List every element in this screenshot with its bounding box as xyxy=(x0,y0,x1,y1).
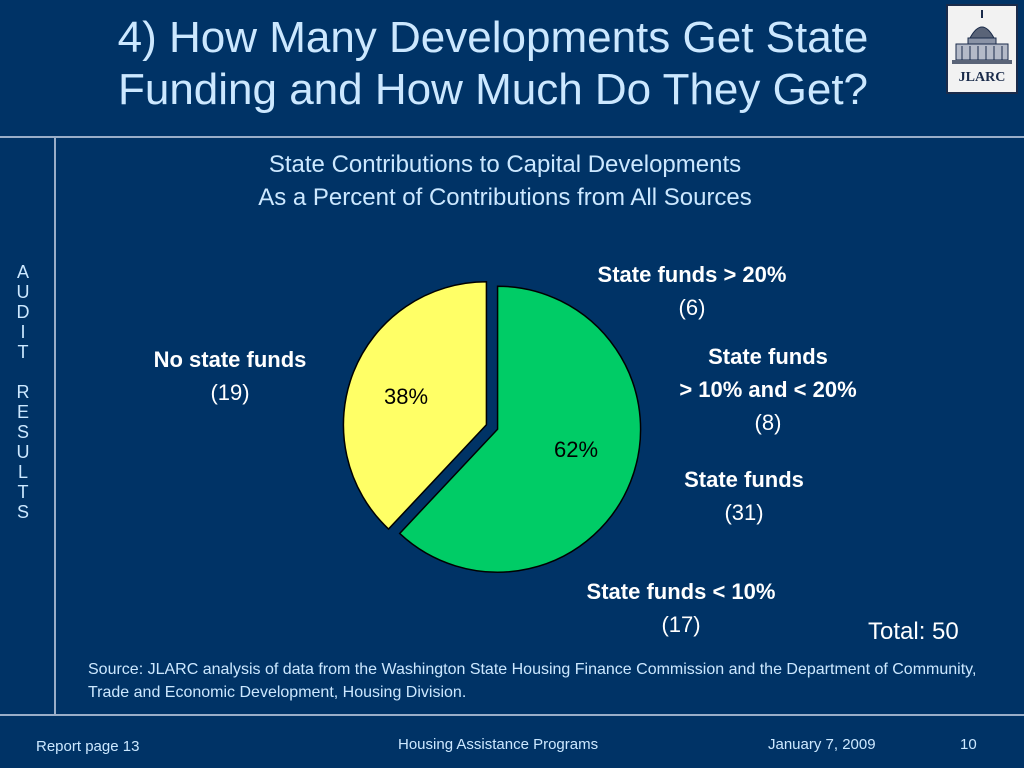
total-label: Total: 50 xyxy=(868,618,959,645)
side-letter: D xyxy=(16,302,30,322)
source-note: Source: JLARC analysis of data from the … xyxy=(88,661,977,701)
label-state-funds-10-to-20: State funds > 10% and < 20% (8) xyxy=(628,340,908,439)
chart-title: State Contributions to Capital Developme… xyxy=(268,151,742,178)
side-letter: A xyxy=(16,262,29,282)
side-letter: T xyxy=(17,482,29,502)
label-state-funds-over-20: State funds > 20% (6) xyxy=(552,258,832,324)
footer-date: January 7, 2009 xyxy=(768,736,876,753)
label-state-funds-total: State funds (31) xyxy=(604,463,884,529)
label-state-funds-total-text: State funds xyxy=(684,467,804,492)
side-letter: S xyxy=(16,502,29,522)
jlarc-logo: JLARC xyxy=(946,4,1018,94)
footer-divider xyxy=(0,714,1024,716)
chart-subtitle: As a Percent of Contributions from All S… xyxy=(258,184,752,211)
audit-results-side-label: A U D I T R E S U L T S xyxy=(8,262,38,522)
pie-slice-state-funds xyxy=(398,285,642,573)
side-letter: R xyxy=(16,382,30,402)
label-state-funds-under-10-count: (17) xyxy=(661,612,701,637)
side-letter: U xyxy=(16,282,30,302)
label-state-funds-over-20-text: State funds > 20% xyxy=(597,262,787,287)
logo-text: JLARC xyxy=(958,70,1006,85)
pie-percent-no-state-funds: 38% xyxy=(383,384,429,409)
side-letter: S xyxy=(16,422,29,442)
pie-percent-state-funds: 62% xyxy=(553,437,599,462)
label-no-state-funds: No state funds (19) xyxy=(120,343,340,409)
side-letter: U xyxy=(16,442,30,462)
capitol-dome-icon xyxy=(952,10,1012,64)
slide-title-line-1: 4) How Many Developments Get State xyxy=(117,13,869,62)
label-state-funds-over-20-count: (6) xyxy=(678,295,706,320)
side-letter: E xyxy=(16,402,29,422)
label-state-funds-10-to-20-line-2: > 10% and < 20% xyxy=(679,377,857,402)
chart-heading: State Contributions to Capital Developme… xyxy=(160,148,850,214)
label-no-state-funds-text: No state funds xyxy=(153,347,307,372)
label-state-funds-total-count: (31) xyxy=(724,500,764,525)
header-divider xyxy=(0,136,1024,138)
footer-report-page: Report page 13 xyxy=(36,738,140,755)
slide-title: 4) How Many Developments Get State Fundi… xyxy=(48,12,938,116)
left-divider xyxy=(54,138,56,716)
footer-program: Housing Assistance Programs xyxy=(398,736,599,753)
label-no-state-funds-count: (19) xyxy=(210,380,250,405)
label-state-funds-under-10: State funds < 10% (17) xyxy=(541,575,821,641)
footer-page-number: 10 xyxy=(960,736,977,753)
side-letter: I xyxy=(20,322,26,342)
label-state-funds-under-10-text: State funds < 10% xyxy=(586,579,776,604)
side-letter: T xyxy=(17,342,29,362)
side-letter xyxy=(8,362,38,382)
label-state-funds-10-to-20-line-1: State funds xyxy=(708,344,828,369)
side-letter: L xyxy=(17,462,28,482)
label-state-funds-10-to-20-count: (8) xyxy=(754,410,782,435)
slide-title-line-2: Funding and How Much Do They Get? xyxy=(117,65,869,114)
